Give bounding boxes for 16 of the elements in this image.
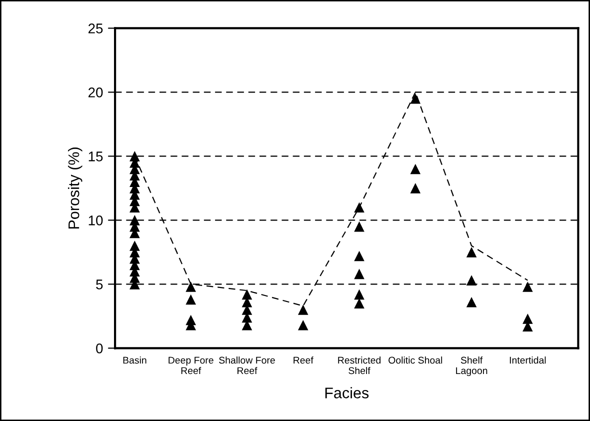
- x-tick-label: Reef: [294, 356, 314, 364]
- y-tick-label: 25: [88, 24, 103, 34]
- y-axis-title: Porosity (%): [68, 148, 82, 229]
- x-tick-label: Intertidal: [510, 356, 546, 364]
- x-tick-label: Deep Fore Reef: [168, 356, 214, 374]
- y-tick-label: 0: [96, 344, 103, 354]
- y-tick-label: 10: [88, 216, 103, 226]
- y-tick-label: 15: [88, 152, 103, 162]
- x-tick-label: Shelf Lagoon: [456, 356, 488, 376]
- x-axis-title: Facies: [325, 387, 369, 398]
- x-tick-label: Shallow Fore Reef: [219, 356, 275, 374]
- x-tick-label: Restricted Shelf: [338, 356, 381, 374]
- y-tick-label: 5: [96, 280, 103, 290]
- x-tick-label: Basin: [123, 356, 146, 364]
- x-tick-label: Oolitic Shoal: [388, 356, 442, 364]
- y-tick-label: 20: [88, 88, 103, 98]
